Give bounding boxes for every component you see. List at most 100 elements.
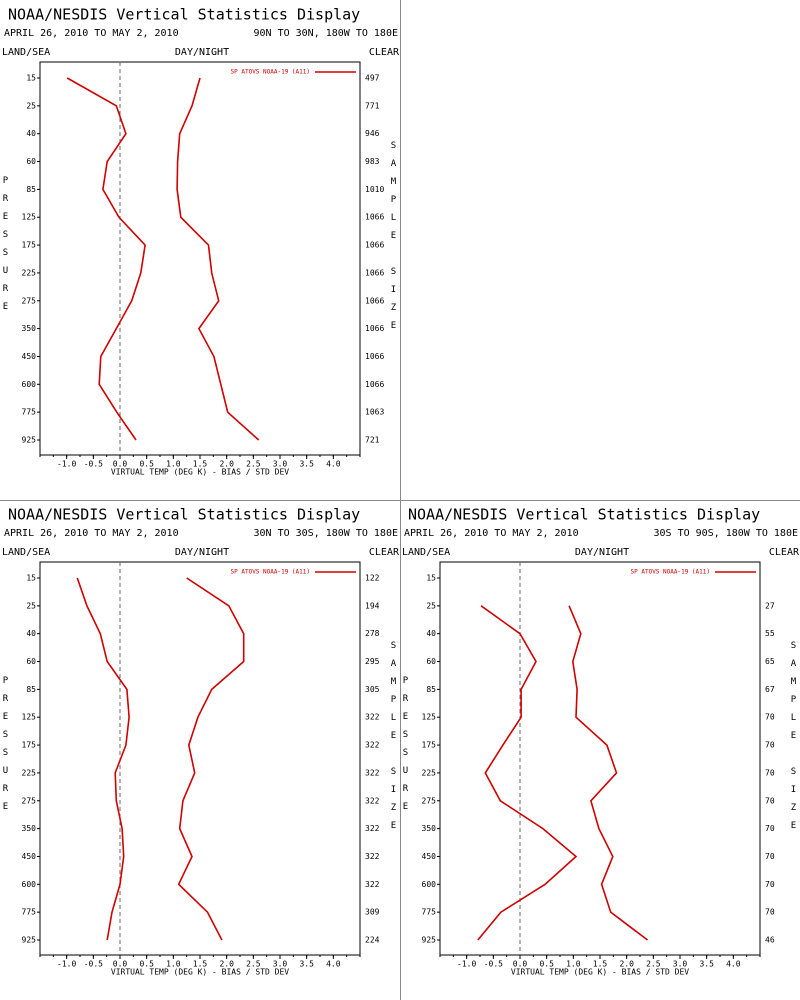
- pressure-label: 25: [26, 101, 36, 110]
- sample-size-label: 224: [365, 936, 380, 945]
- x-axis-label: VIRTUAL TEMP (DEG K) - BIAS / STD DEV: [111, 968, 289, 977]
- pressure-label: 15: [26, 574, 36, 583]
- sample-size-label: 70: [765, 908, 775, 917]
- pressure-label: 350: [422, 824, 437, 833]
- x-tick-label: 3.5: [299, 460, 314, 469]
- x-axis-label: VIRTUAL TEMP (DEG K) - BIAS / STD DEV: [111, 468, 289, 477]
- sample-size-label: 55: [765, 629, 775, 638]
- panel: NOAA/NESDIS Vertical Statistics Display A…: [1, 506, 400, 977]
- x-tick-label: 0.0: [113, 460, 128, 469]
- x-tick-label: -1.0: [57, 460, 76, 469]
- y-axis-label: PRESSURE: [401, 676, 411, 820]
- sample-size-label: 721: [365, 436, 380, 445]
- pressure-label: 275: [422, 796, 437, 805]
- day-night-label: DAY/NIGHT: [175, 47, 229, 58]
- region: 90N TO 30N, 180W TO 180E: [254, 28, 399, 39]
- pressure-label: 25: [426, 601, 436, 610]
- sample-size-label: 322: [365, 768, 380, 777]
- pressure-label: 15: [26, 74, 36, 83]
- date-range: APRIL 26, 2010 TO MAY 2, 2010: [4, 28, 179, 39]
- pressure-label: 85: [26, 185, 36, 194]
- pressure-label: 175: [422, 741, 437, 750]
- sample-size-label: 65: [765, 657, 775, 666]
- std-dev-line: [176, 77, 260, 441]
- pressure-label: 450: [422, 852, 437, 861]
- legend-label: SP ATOVS NOAA-19 (A11): [631, 569, 710, 576]
- region: 30S TO 90S, 180W TO 180E: [654, 528, 799, 539]
- y-axis-label: PRESSURE: [1, 676, 11, 820]
- pressure-label: 125: [22, 713, 37, 722]
- sample-size-label: 1066: [365, 352, 384, 361]
- sample-size-label: 295: [365, 657, 380, 666]
- bias-line: [66, 77, 146, 441]
- sample-size-label: 70: [765, 824, 775, 833]
- x-axis-label: VIRTUAL TEMP (DEG K) - BIAS / STD DEV: [511, 968, 689, 977]
- sample-size-label: 1063: [365, 408, 384, 417]
- pressure-label: 450: [22, 352, 37, 361]
- std-dev-line: [177, 577, 245, 941]
- sample-size-label: 946: [365, 129, 380, 138]
- sample-size-label: 70: [765, 796, 775, 805]
- panel: NOAA/NESDIS Vertical Statistics Display A…: [401, 506, 800, 977]
- panel-title: NOAA/NESDIS Vertical Statistics Display: [8, 6, 360, 24]
- x-tick-label: 4.0: [326, 960, 341, 969]
- pressure-label: 225: [422, 768, 437, 777]
- pressure-label: 600: [22, 380, 37, 389]
- pressure-label: 225: [22, 268, 37, 277]
- sample-size-label: 70: [765, 713, 775, 722]
- sample-size-label: 70: [765, 768, 775, 777]
- pressure-label: 275: [22, 796, 37, 805]
- pressure-label: 25: [26, 601, 36, 610]
- sample-size-label: 27: [765, 601, 775, 610]
- x-tick-label: 3.0: [273, 960, 288, 969]
- day-night-label: DAY/NIGHT: [175, 547, 229, 558]
- sample-size-label: 1066: [365, 241, 384, 250]
- day-night-label: DAY/NIGHT: [575, 547, 629, 558]
- x-tick-label: 3.0: [673, 960, 688, 969]
- std-dev-line: [568, 605, 648, 941]
- land-sea-label: LAND/SEA: [2, 47, 50, 58]
- pressure-label: 60: [26, 657, 36, 666]
- date-range: APRIL 26, 2010 TO MAY 2, 2010: [4, 528, 179, 539]
- x-tick-label: 0.0: [513, 960, 528, 969]
- sample-size-label: 1010: [365, 185, 384, 194]
- panel: NOAA/NESDIS Vertical Statistics Display A…: [1, 6, 400, 477]
- sample-size-label: 278: [365, 629, 380, 638]
- sample-size-label: 322: [365, 741, 380, 750]
- sample-size-label: 70: [765, 880, 775, 889]
- pressure-label: 40: [26, 129, 36, 138]
- date-range: APRIL 26, 2010 TO MAY 2, 2010: [404, 528, 579, 539]
- region: 30N TO 30S, 180W TO 180E: [254, 528, 399, 539]
- pressure-label: 125: [22, 213, 37, 222]
- legend-label: SP ATOVS NOAA-19 (A11): [231, 69, 310, 76]
- pressure-label: 175: [22, 241, 37, 250]
- x-tick-label: 2.5: [646, 960, 661, 969]
- x-tick-label: 3.5: [699, 960, 714, 969]
- x-tick-label: -0.5: [84, 960, 103, 969]
- x-tick-label: 1.5: [193, 460, 208, 469]
- clear-label: CLEAR: [769, 547, 800, 558]
- sample-size-label: 771: [365, 101, 380, 110]
- x-tick-label: -0.5: [84, 460, 103, 469]
- pressure-label: 450: [22, 852, 37, 861]
- x-tick-label: 2.5: [246, 960, 261, 969]
- pressure-label: 775: [422, 908, 437, 917]
- bias-line: [477, 605, 578, 941]
- clear-label: CLEAR: [369, 47, 400, 58]
- sample-size-label: 67: [765, 685, 775, 694]
- sample-size-label: 194: [365, 601, 380, 610]
- pressure-label: 275: [22, 296, 37, 305]
- pressure-label: 40: [26, 629, 36, 638]
- x-tick-label: -0.5: [484, 960, 503, 969]
- pressure-label: 60: [426, 657, 436, 666]
- sample-size-label: 497: [365, 74, 380, 83]
- y2-axis-label: SAMPLE SIZE: [389, 641, 399, 839]
- pressure-label: 175: [22, 741, 37, 750]
- pressure-label: 925: [22, 936, 37, 945]
- x-tick-label: 0.0: [113, 960, 128, 969]
- sample-size-label: 1066: [365, 296, 384, 305]
- x-tick-label: 3.0: [273, 460, 288, 469]
- sample-size-label: 322: [365, 852, 380, 861]
- land-sea-label: LAND/SEA: [402, 547, 450, 558]
